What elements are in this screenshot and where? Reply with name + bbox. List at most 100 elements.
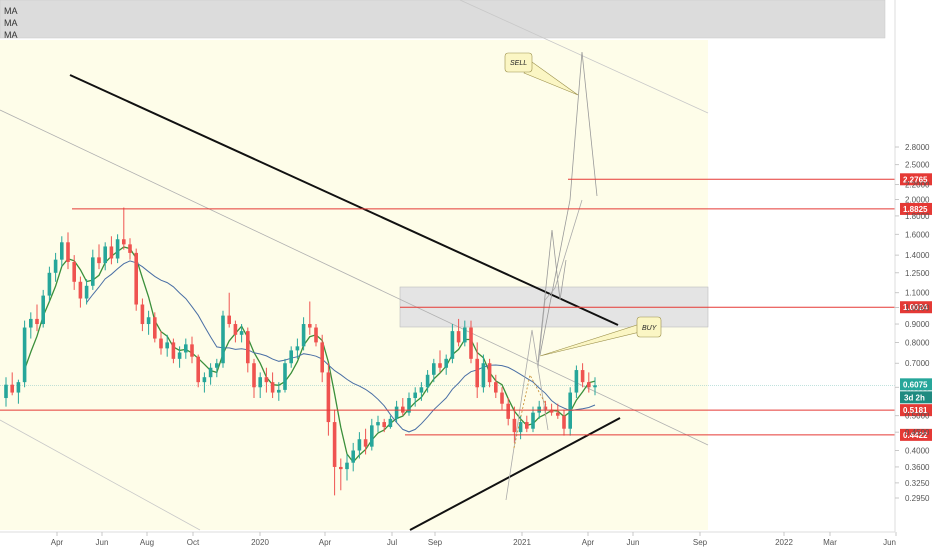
x-tick-label: Sep	[693, 538, 708, 547]
descending-trendline	[69, 74, 619, 326]
level-tag-1.0024	[900, 301, 932, 314]
candle-body	[122, 239, 126, 245]
candle-body	[531, 412, 535, 429]
x-tick-label: Jul	[387, 538, 397, 547]
candle-body	[556, 412, 560, 416]
candle-body	[562, 415, 566, 429]
ascending-trendline	[409, 417, 621, 531]
candle-body	[500, 392, 504, 404]
y-tick-label: 0.3250	[905, 479, 930, 488]
level-tag-label-0.5181: 0.5181	[903, 406, 928, 415]
x-tick-label: Jun	[883, 538, 896, 547]
candle-body	[314, 327, 318, 343]
y-tick-label: 1.1000	[905, 289, 930, 298]
countdown-label: 3d 2h	[904, 393, 925, 402]
candle-body	[22, 327, 27, 383]
candle-body	[221, 315, 225, 364]
y-tick-label: 1.8000	[905, 212, 930, 221]
candle-body	[444, 358, 448, 368]
x-tick-label: Apr	[319, 538, 332, 547]
candle-body	[171, 342, 176, 359]
x-tick-label: Jun	[627, 538, 640, 547]
moving-average-long	[86, 260, 596, 433]
projection-path-5	[513, 373, 547, 449]
candle-body	[246, 331, 250, 364]
x-tick-label: 2022	[775, 538, 793, 547]
ma-legend-2[interactable]: MA	[4, 18, 18, 28]
candle-body	[432, 363, 436, 375]
level-tag-0.5181	[900, 404, 932, 417]
candle-body	[215, 363, 219, 368]
candle-body	[134, 252, 138, 305]
candle-body	[53, 259, 58, 273]
y-tick-label: 1.0000	[905, 304, 930, 313]
candle-body	[289, 350, 293, 364]
level-tag-label-1.0024: 1.0024	[903, 303, 928, 312]
x-tick-label: Mar	[823, 538, 837, 547]
candle-body	[10, 384, 14, 393]
y-tick-label: 0.9000	[905, 320, 930, 329]
candle-body	[370, 425, 374, 447]
ma-legend-1[interactable]: MA	[4, 6, 18, 16]
level-tag-label-0.4422: 0.4422	[903, 431, 928, 440]
candle-body	[109, 246, 114, 259]
y-tick-label: 2.2000	[905, 181, 930, 190]
candle-body	[72, 261, 76, 282]
candle-body	[103, 246, 107, 264]
candle-body	[332, 422, 337, 467]
candle-body	[184, 344, 188, 353]
candle-body	[239, 331, 244, 335]
sell-callout-label: SELL	[510, 60, 527, 67]
x-tick-label: Apr	[582, 538, 595, 547]
candle-body	[202, 377, 207, 383]
y-tick-label: 0.7000	[905, 359, 930, 368]
candle-body	[506, 403, 510, 419]
last-price-tag	[900, 378, 932, 391]
candle-body	[357, 439, 362, 451]
candle-body	[252, 363, 256, 388]
trendlines-layer	[0, 0, 709, 531]
candle-body	[419, 387, 424, 393]
legend-box	[0, 0, 886, 39]
y-tick-label: 1.6000	[905, 230, 930, 239]
candle-body	[196, 356, 200, 383]
candle-body	[295, 346, 300, 351]
candle-body	[227, 315, 231, 325]
candle-body	[301, 324, 306, 347]
candle-body	[35, 318, 39, 325]
candle-body	[438, 363, 442, 368]
trade-zone-background	[0, 40, 708, 530]
x-tick-label: Jun	[96, 538, 109, 547]
level-tag-2.2765	[900, 173, 932, 186]
candle-body	[140, 304, 145, 325]
candle-body	[376, 422, 380, 426]
candle-body	[208, 367, 213, 378]
projection-path-3	[539, 51, 598, 356]
x-tick-label: Apr	[51, 538, 64, 547]
y-tick-label: 0.3600	[905, 463, 930, 472]
y-tick-label: 0.5000	[905, 412, 930, 421]
candle-body	[78, 281, 83, 299]
candle-body	[487, 363, 492, 383]
projection-lines-layer	[505, 51, 598, 501]
candle-body	[525, 422, 529, 429]
y-tick-label: 0.8000	[905, 338, 930, 347]
x-tick-label: Oct	[187, 538, 200, 547]
candle-body	[574, 370, 579, 393]
buy-callout-box	[636, 316, 662, 338]
y-tick-label: 2.0000	[905, 195, 930, 204]
candle-body	[270, 382, 275, 393]
candle-body	[84, 285, 89, 299]
candle-body	[165, 342, 169, 349]
y-tick-label: 0.2950	[905, 494, 930, 503]
channel-line-upper	[459, 0, 709, 114]
candle-body	[128, 244, 132, 253]
ma-legend-3[interactable]: MA	[4, 30, 18, 40]
candle-body	[159, 338, 163, 349]
y-tick-label: 0.4000	[905, 447, 930, 456]
candle-body	[394, 406, 399, 419]
candle-body	[363, 439, 368, 447]
candle-body	[481, 363, 486, 388]
candle-body	[326, 372, 331, 423]
